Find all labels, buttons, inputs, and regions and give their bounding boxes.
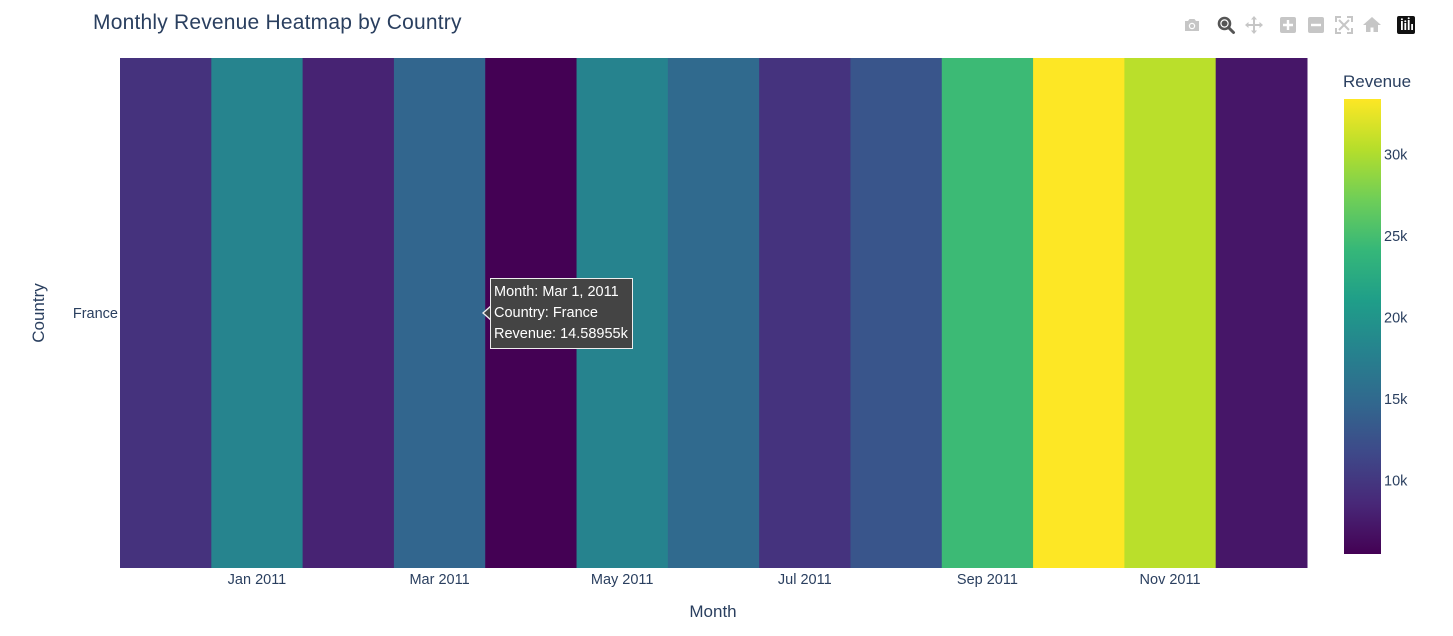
colorbar-ticks: 10k 15k 20k 25k 30k bbox=[1384, 147, 1408, 489]
heatmap-cell[interactable] bbox=[211, 58, 304, 568]
colorbar-tick-label: 25k bbox=[1384, 229, 1408, 245]
x-tick-label: Jan 2011 bbox=[228, 572, 287, 588]
heatmap-cell[interactable] bbox=[1215, 58, 1308, 568]
zoom-icon[interactable] bbox=[1212, 12, 1240, 38]
reset-axes-icon[interactable] bbox=[1358, 12, 1386, 38]
x-tick-label: May 2011 bbox=[591, 572, 654, 588]
zoom-in-icon[interactable] bbox=[1274, 12, 1302, 38]
plotly-logo-icon[interactable] bbox=[1392, 12, 1420, 38]
y-axis-ticks: France bbox=[73, 306, 118, 322]
x-tick-label: Sep 2011 bbox=[957, 572, 1018, 588]
heatmap-cell[interactable] bbox=[576, 58, 669, 568]
colorbar-title: Revenue bbox=[1343, 72, 1411, 91]
x-tick-label: Mar 2011 bbox=[409, 572, 469, 588]
chart-title: Monthly Revenue Heatmap by Country bbox=[93, 11, 462, 34]
heatmap-cell[interactable] bbox=[759, 58, 851, 568]
autoscale-icon[interactable] bbox=[1330, 12, 1358, 38]
camera-icon[interactable] bbox=[1178, 12, 1206, 38]
x-axis-ticks: Jan 2011 Mar 2011 May 2011 Jul 2011 Sep 2011… bbox=[228, 572, 1201, 588]
heatmap-cells[interactable] bbox=[120, 58, 1308, 568]
zoom-out-icon[interactable] bbox=[1302, 12, 1330, 38]
heatmap-cell[interactable] bbox=[485, 58, 578, 568]
colorbar-tick-label: 20k bbox=[1384, 311, 1408, 327]
x-axis-title: Month bbox=[689, 602, 736, 621]
heatmap-cell[interactable] bbox=[1124, 58, 1217, 568]
heatmap-cell[interactable] bbox=[667, 58, 760, 568]
x-tick-label: Jul 2011 bbox=[778, 572, 832, 588]
colorbar bbox=[1344, 99, 1381, 554]
modebar bbox=[1178, 12, 1420, 38]
heatmap-cell[interactable] bbox=[850, 58, 943, 568]
y-tick-label: France bbox=[73, 306, 118, 322]
x-tick-label: Nov 2011 bbox=[1140, 572, 1201, 588]
heatmap-cell[interactable] bbox=[120, 58, 212, 568]
heatmap-cell[interactable] bbox=[302, 58, 395, 568]
heatmap-cell[interactable] bbox=[393, 58, 486, 568]
colorbar-tick-label: 15k bbox=[1384, 392, 1408, 408]
heatmap-cell[interactable] bbox=[1033, 58, 1125, 568]
colorbar-tick-label: 10k bbox=[1384, 474, 1408, 490]
pan-icon[interactable] bbox=[1240, 12, 1268, 38]
heatmap-cell[interactable] bbox=[941, 58, 1034, 568]
y-axis-title: Country bbox=[29, 283, 48, 343]
colorbar-tick-label: 30k bbox=[1384, 147, 1408, 163]
